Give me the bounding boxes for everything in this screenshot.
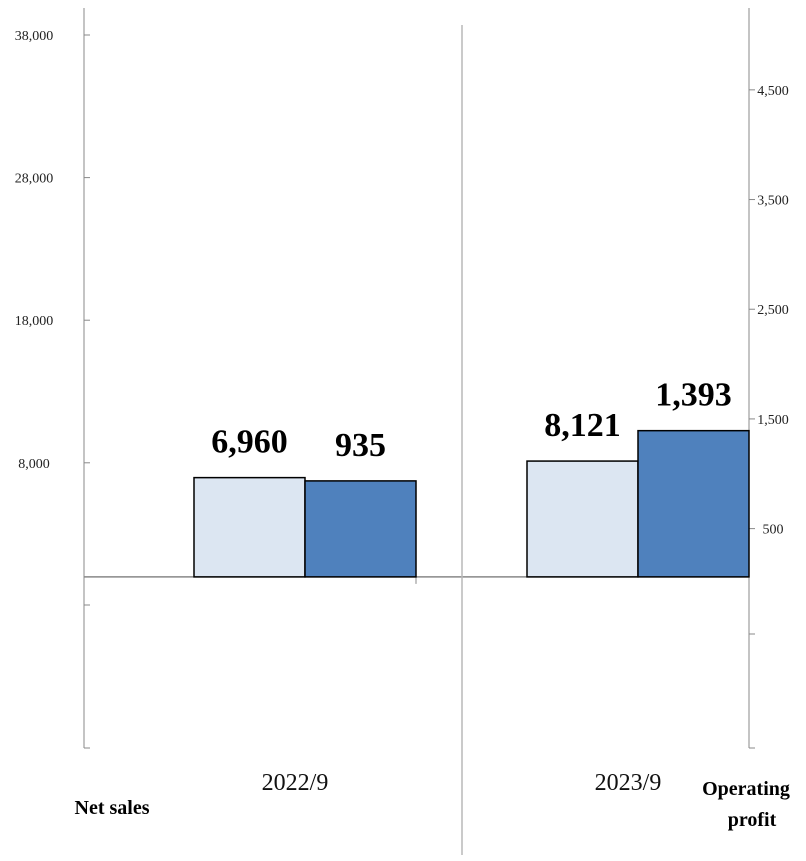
bar-value-label: 1,393 xyxy=(655,377,732,414)
labels: 6,960 935 2022/9 8,121 1,393 2023/9 xyxy=(211,377,732,796)
bar-net-sales xyxy=(526,460,639,578)
right-axis-tick-label: 2,500 xyxy=(757,303,789,318)
right-axis-tick-label: 1,500 xyxy=(757,413,789,428)
bars xyxy=(193,429,750,578)
bar-operating-profit xyxy=(637,429,750,578)
category-label: 2022/9 xyxy=(262,770,329,796)
bar-value-label: 8,121 xyxy=(544,407,621,444)
left-axis-tick-label: 8,000 xyxy=(18,457,50,472)
right-axis-tick-label: 4,500 xyxy=(757,84,789,99)
bar-value-label: 935 xyxy=(335,427,386,464)
right-axis-tick-label: 500 xyxy=(763,523,784,538)
left-axis-tick-label: 38,000 xyxy=(15,29,54,44)
left-axis-tick-label: 18,000 xyxy=(15,314,54,329)
bar-net-sales xyxy=(193,476,306,578)
left-axis-tick-label: 28,000 xyxy=(15,172,54,187)
right-axis-title-line-1: Operating xyxy=(702,778,790,800)
category-label: 2023/9 xyxy=(595,770,662,796)
right-axis-title-line-2: profit xyxy=(728,809,777,831)
bar-value-label: 6,960 xyxy=(211,424,288,461)
right-axis-tick-label: 3,500 xyxy=(757,194,789,209)
bar-operating-profit xyxy=(304,480,417,578)
left-axis-title: Net sales xyxy=(75,797,150,819)
